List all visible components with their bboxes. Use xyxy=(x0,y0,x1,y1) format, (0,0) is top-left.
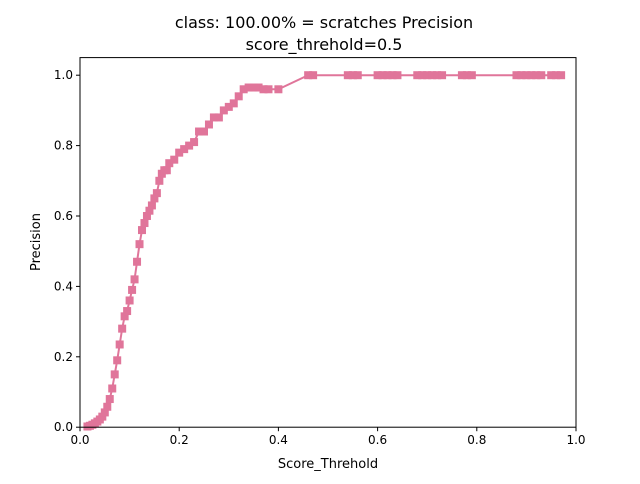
data-point-marker xyxy=(145,206,154,215)
data-point-marker xyxy=(373,71,382,80)
data-point-marker xyxy=(128,285,137,294)
data-point-marker xyxy=(195,127,204,136)
y-tick-label: 1.0 xyxy=(54,68,73,82)
data-point-marker xyxy=(557,71,566,80)
x-axis-ticks: 0.0 0.2 0.4 0.6 0.8 1.0 xyxy=(70,427,586,447)
data-point-marker xyxy=(113,356,122,365)
data-point-marker xyxy=(383,71,392,80)
data-point-marker xyxy=(120,312,129,321)
data-point-marker xyxy=(115,340,124,349)
series-line xyxy=(87,74,562,428)
data-point-marker xyxy=(224,102,233,111)
data-point-marker xyxy=(204,120,213,129)
data-point-marker xyxy=(309,71,318,80)
data-point-marker xyxy=(433,71,442,80)
data-point-marker xyxy=(512,71,521,80)
data-point-marker xyxy=(353,71,362,80)
data-point-marker xyxy=(108,384,117,393)
data-point-marker xyxy=(467,71,476,80)
data-point-marker xyxy=(244,83,253,92)
y-tick-label: 0.0 xyxy=(54,420,73,434)
data-point-marker xyxy=(229,99,238,108)
y-tick-label: 0.4 xyxy=(54,279,73,293)
data-point-marker xyxy=(274,85,283,94)
data-point-marker xyxy=(103,402,112,411)
data-point-marker xyxy=(388,71,397,80)
data-point-marker xyxy=(438,71,447,80)
data-point-marker xyxy=(428,71,437,80)
data-point-marker xyxy=(517,71,526,80)
x-tick-label: 0.6 xyxy=(368,433,387,447)
y-axis-ticks: 0.0 0.2 0.4 0.6 0.8 1.0 xyxy=(54,68,80,434)
data-point-marker xyxy=(547,71,556,80)
data-point-marker xyxy=(175,148,184,157)
data-point-marker xyxy=(147,201,156,210)
x-tick-label: 1.0 xyxy=(566,433,585,447)
data-point-marker xyxy=(219,106,228,115)
x-tick-label: 0.0 xyxy=(70,433,89,447)
y-axis-label: Precision xyxy=(29,213,44,271)
data-point-marker xyxy=(259,85,268,94)
data-point-marker xyxy=(98,412,107,421)
data-point-marker xyxy=(214,113,223,122)
plot-frame xyxy=(79,57,577,428)
data-point-marker xyxy=(264,85,273,94)
data-point-marker xyxy=(152,189,161,198)
data-point-marker xyxy=(140,219,149,228)
data-point-marker xyxy=(239,85,248,94)
data-point-marker xyxy=(118,324,127,333)
data-point-marker xyxy=(254,83,263,92)
data-point-marker xyxy=(527,71,536,80)
data-point-marker xyxy=(180,145,189,154)
data-point-marker xyxy=(125,296,134,305)
data-point-marker xyxy=(155,176,164,185)
data-point-marker xyxy=(552,71,561,80)
data-point-marker xyxy=(150,194,159,203)
data-point-marker xyxy=(462,71,471,80)
data-point-marker xyxy=(393,71,402,80)
data-point-marker xyxy=(185,141,194,150)
data-point-marker xyxy=(190,138,199,147)
data-point-marker xyxy=(162,166,171,175)
data-point-marker xyxy=(100,408,109,417)
y-tick-label: 0.6 xyxy=(54,209,73,223)
data-point-marker xyxy=(135,240,144,249)
data-point-marker xyxy=(133,257,142,266)
data-point-marker xyxy=(304,71,313,80)
chart-title: class: 100.00% = scratches Precision xyxy=(175,13,473,32)
x-axis-label: Score_Threhold xyxy=(278,457,378,472)
data-point-marker xyxy=(249,83,258,92)
data-point-marker xyxy=(413,71,422,80)
data-point-marker xyxy=(522,71,531,80)
y-tick-label: 0.2 xyxy=(54,350,73,364)
data-point-marker xyxy=(105,395,114,404)
data-point-marker xyxy=(423,71,432,80)
data-point-marker xyxy=(130,275,139,284)
data-point-marker xyxy=(165,159,174,168)
data-point-marker xyxy=(200,127,208,136)
data-point-marker xyxy=(209,113,218,122)
x-tick-label: 0.4 xyxy=(269,433,288,447)
data-point-marker xyxy=(537,71,546,80)
data-point-marker xyxy=(234,92,243,101)
data-point-marker xyxy=(343,71,352,80)
x-tick-label: 0.8 xyxy=(467,433,486,447)
y-tick-label: 0.8 xyxy=(54,139,73,153)
data-point-marker xyxy=(532,71,541,80)
data-point-marker xyxy=(110,370,119,379)
data-point-marker xyxy=(138,226,146,235)
data-point-marker xyxy=(457,71,466,80)
x-tick-label: 0.2 xyxy=(170,433,189,447)
data-point-marker xyxy=(378,71,387,80)
data-point-marker xyxy=(418,71,427,80)
data-point-marker xyxy=(170,155,179,164)
chart-subtitle: score_threhold=0.5 xyxy=(246,35,403,55)
series-layer xyxy=(83,71,566,431)
data-point-marker xyxy=(348,71,357,80)
data-point-marker xyxy=(142,212,151,220)
data-point-marker xyxy=(123,307,132,316)
